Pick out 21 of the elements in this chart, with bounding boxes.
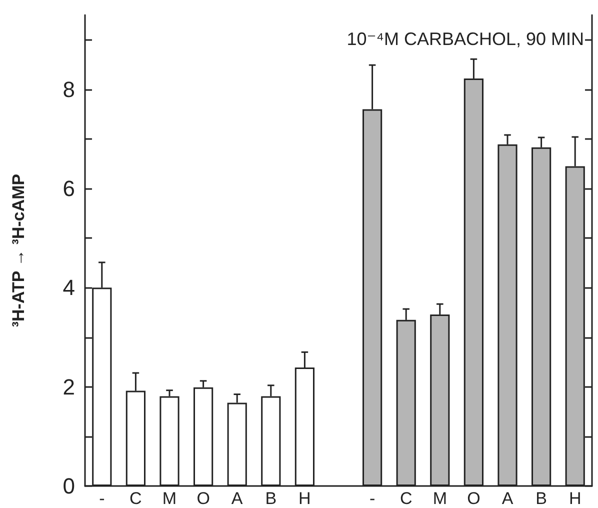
y-tick-label: 0 xyxy=(62,474,75,498)
annotation: 10⁻⁴M CARBACHOL, 90 MIN xyxy=(346,29,584,49)
x-tick-label: O xyxy=(196,489,210,508)
x-tick-label: M xyxy=(162,489,177,508)
x-tick-label: - xyxy=(369,489,376,508)
y-axis-title: ³H-ATP → ³H-cAMP xyxy=(9,174,28,328)
x-tick-label: B xyxy=(265,489,277,508)
x-tick-label: C xyxy=(400,489,412,508)
y-tick-label: 4 xyxy=(62,275,75,300)
x-tick-label: A xyxy=(502,489,514,508)
x-tick-label: - xyxy=(99,489,105,508)
x-tick-label: B xyxy=(536,489,547,508)
x-tick-label: H xyxy=(298,489,311,508)
x-tick-label: M xyxy=(432,489,447,508)
y-tick-label: 2 xyxy=(62,374,75,400)
x-tick-label: O xyxy=(467,489,480,508)
x-tick-label: H xyxy=(568,489,582,508)
x-tick-label: C xyxy=(130,489,142,508)
y-tick-label: 6 xyxy=(62,176,75,202)
y-tick-label: 8 xyxy=(62,76,75,102)
x-tick-label: A xyxy=(231,489,244,508)
